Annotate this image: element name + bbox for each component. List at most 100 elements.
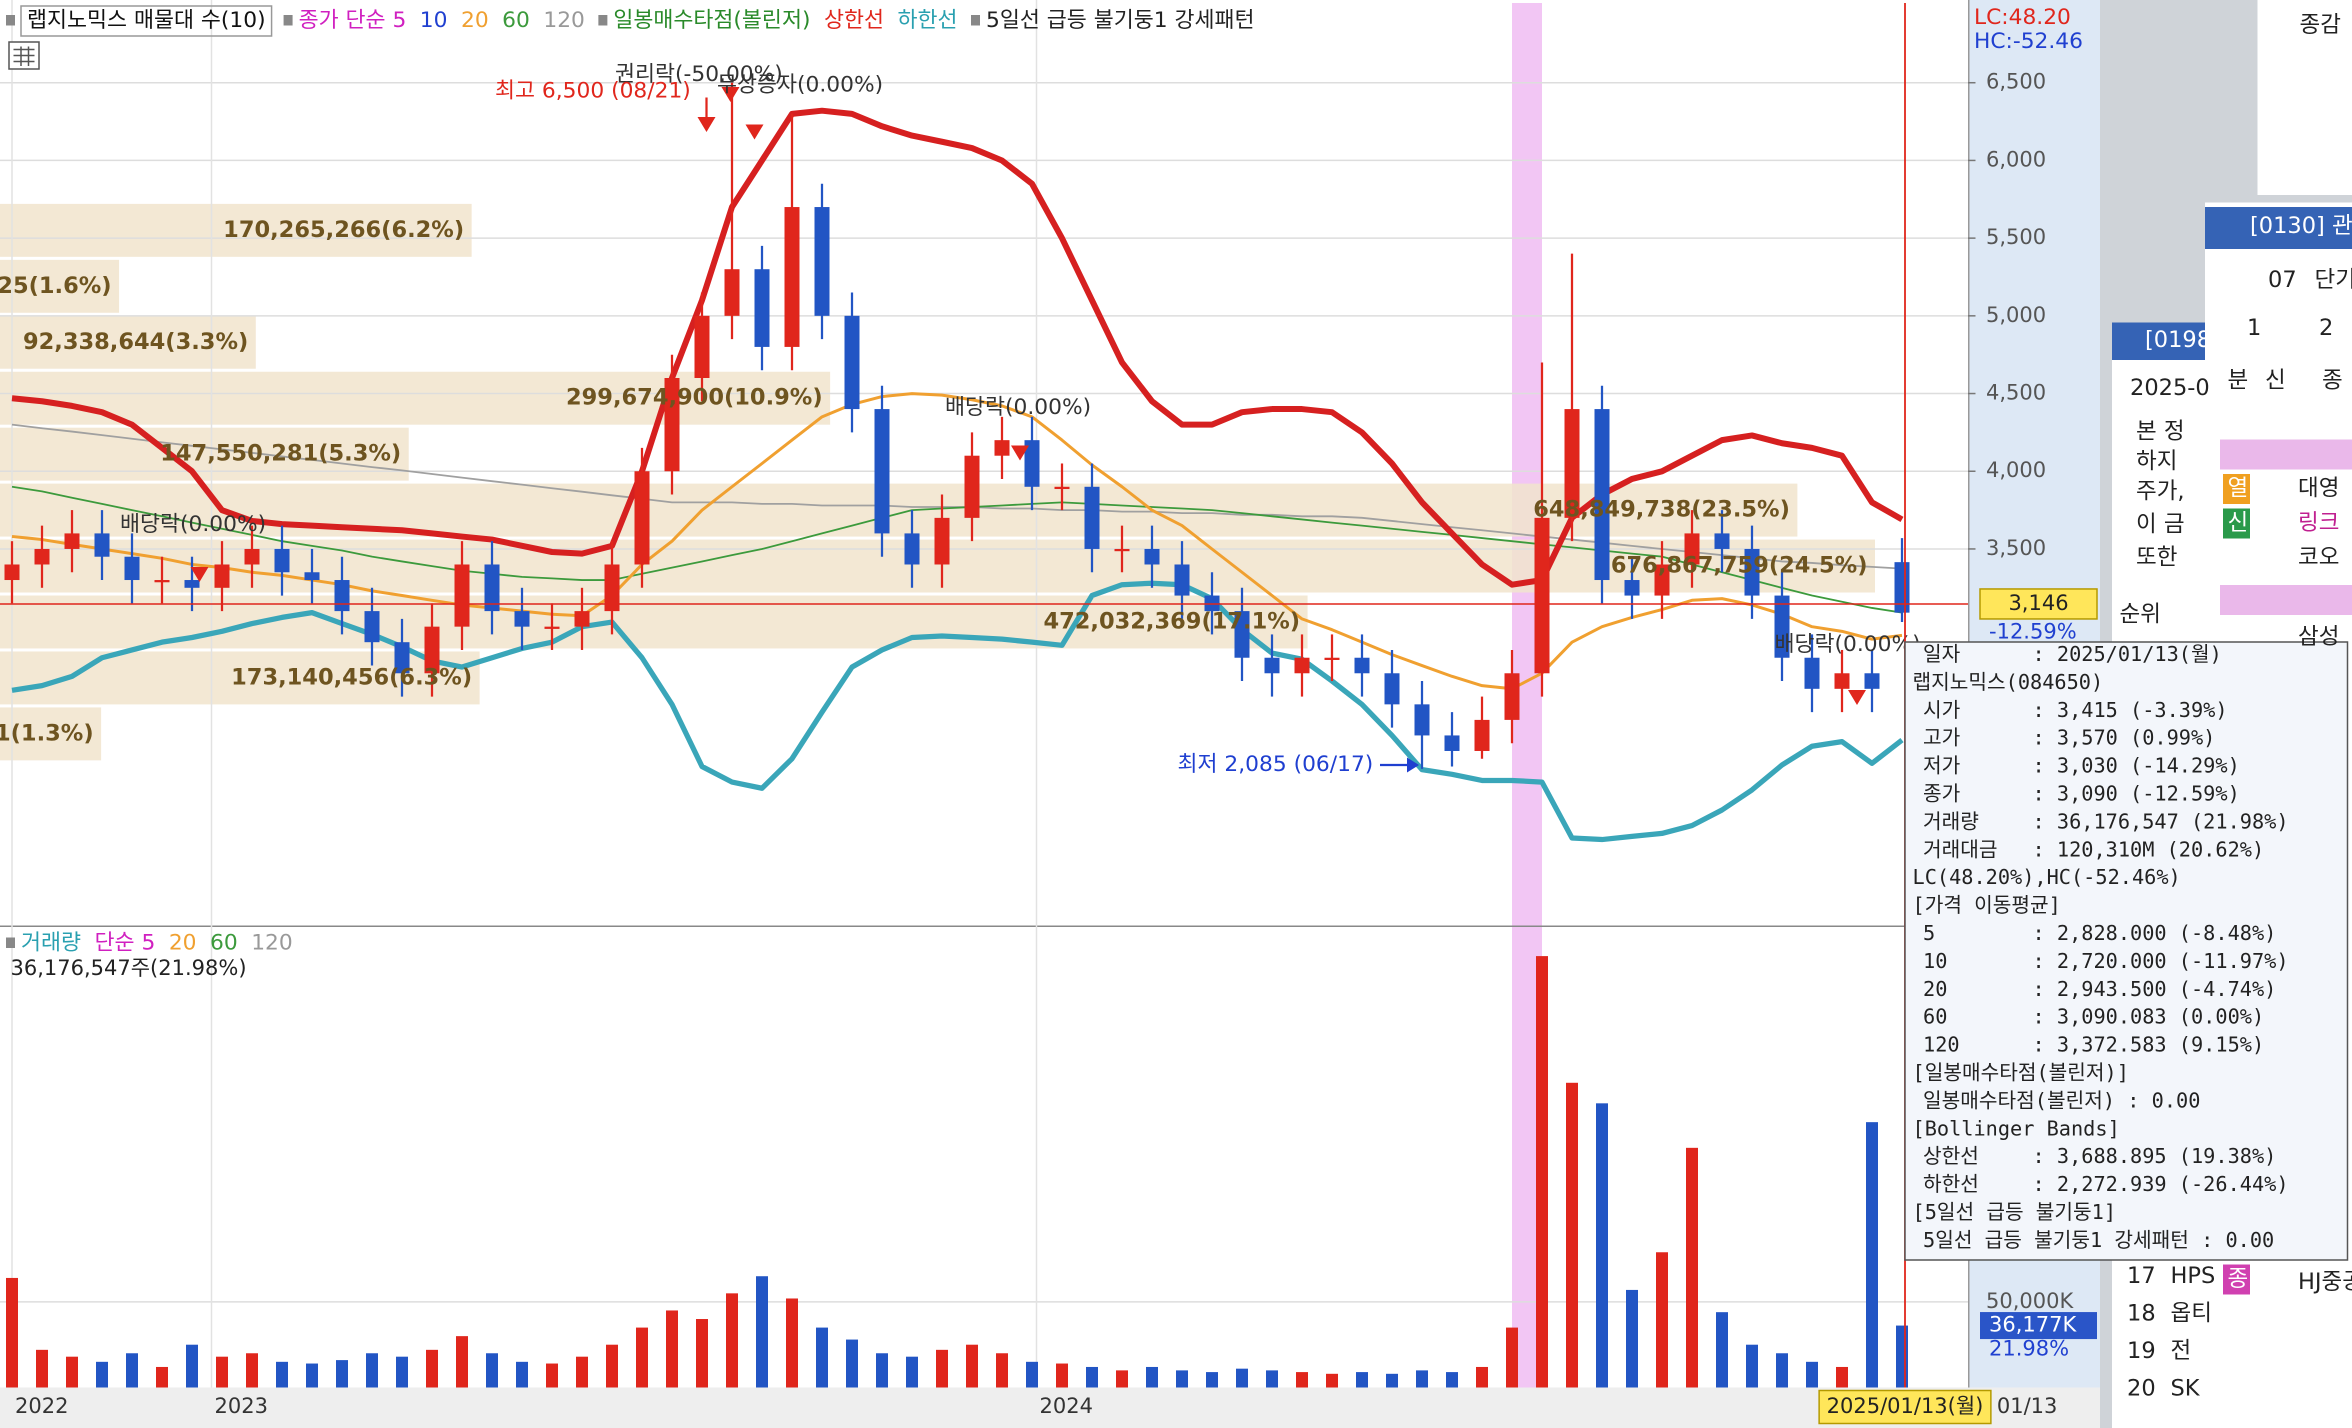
candle-body bbox=[694, 315, 710, 378]
candle-body bbox=[814, 207, 830, 316]
x-tick-label: 2023 bbox=[215, 1394, 268, 1418]
side-panel-text: HJ중공 bbox=[2298, 1269, 2352, 1295]
volume-bar bbox=[6, 1277, 18, 1388]
tooltip-text: 일봉매수타점(볼린저) : 0.00 bbox=[1923, 1088, 2200, 1112]
side-panel-text: [0130] 관 bbox=[2250, 213, 2352, 239]
profile-label: 472,032,369(17.1%) bbox=[1043, 608, 1300, 634]
table-icon bbox=[13, 46, 35, 66]
volume-crosshair-pct: 21.98% bbox=[1989, 1337, 2069, 1361]
candle-body bbox=[364, 611, 380, 643]
side-panel-text: 대영 bbox=[2298, 476, 2339, 502]
side-panel-text: 2025-0 bbox=[2130, 375, 2210, 401]
candle-body bbox=[1474, 719, 1490, 751]
tooltip-text: 60 bbox=[1923, 1005, 1947, 1029]
tooltip-text: 5일선 급등 불기둥1 강세패턴 : 0.00 bbox=[1923, 1228, 2274, 1252]
volume-bar bbox=[1176, 1370, 1188, 1388]
candles bbox=[4, 82, 1910, 769]
chart-title: 랩지노믹스 매물대 수(10) bbox=[27, 8, 266, 33]
profile-bar bbox=[0, 259, 120, 313]
volume-bar bbox=[1146, 1366, 1158, 1388]
legend-label: 상한선 bbox=[824, 8, 884, 33]
candle-body bbox=[994, 440, 1010, 456]
candle-body bbox=[184, 580, 200, 588]
side-panel-text: 1 bbox=[2247, 315, 2261, 341]
candle-body bbox=[784, 207, 800, 347]
y-tick-label: 5,000 bbox=[1986, 303, 2046, 327]
candle-body bbox=[394, 642, 410, 674]
tooltip-text: 하한선 bbox=[1923, 1172, 1979, 1196]
candle-body bbox=[64, 533, 80, 549]
volume-crosshair-label: 36,177K bbox=[1989, 1313, 2077, 1337]
volume-bar bbox=[186, 1344, 198, 1388]
indicator-line bbox=[11, 107, 1904, 588]
candle-body bbox=[1354, 657, 1370, 674]
volume-bar bbox=[786, 1298, 798, 1388]
profile-bar bbox=[0, 315, 256, 369]
side-panel-text: 분 bbox=[2228, 368, 2249, 394]
title-box bbox=[20, 5, 273, 37]
candle-body bbox=[274, 548, 290, 573]
side-panel-text: 옵티 bbox=[2171, 1301, 2212, 1327]
volume-bar bbox=[696, 1319, 708, 1388]
side-row-highlight bbox=[2220, 439, 2352, 470]
candle-body bbox=[544, 626, 560, 629]
side-panel-text: 본 정 bbox=[2136, 419, 2185, 445]
side-badge bbox=[2223, 1264, 2250, 1295]
profile-bar bbox=[0, 483, 1798, 537]
candle-body bbox=[1144, 548, 1160, 565]
tooltip-text: 120 bbox=[1923, 1033, 1960, 1057]
y-tick-label: 3,500 bbox=[1986, 536, 2046, 560]
legend-label: 일봉매수타점(볼린저) bbox=[613, 8, 810, 33]
volume-bar bbox=[1026, 1361, 1038, 1388]
side-panel-text: [0198 bbox=[2145, 327, 2211, 353]
tooltip-text: [Bollinger Bands] bbox=[1913, 1116, 2120, 1140]
profile-label: 676,867,759(24.5%) bbox=[1611, 553, 1868, 579]
candle-body bbox=[1864, 673, 1880, 689]
annotation: 최고 6,500 (08/21) bbox=[495, 79, 691, 104]
volume-bar bbox=[936, 1349, 948, 1388]
volume-bar bbox=[1326, 1373, 1338, 1388]
candle-body bbox=[1894, 562, 1910, 613]
indicator-line bbox=[11, 580, 1904, 843]
candle-body bbox=[1534, 517, 1550, 674]
tooltip-text: 5 bbox=[1923, 921, 1935, 945]
side-panel-text: 07 bbox=[2268, 267, 2297, 293]
volume-bar bbox=[126, 1353, 138, 1388]
volume-bar bbox=[726, 1293, 738, 1388]
side-panel-text: 열 bbox=[2228, 476, 2249, 502]
candle-body bbox=[1084, 486, 1100, 549]
candle-body bbox=[1504, 673, 1520, 720]
candle-body bbox=[904, 533, 920, 565]
candle-body bbox=[1684, 533, 1700, 565]
tooltip-text: [일봉매수타점(볼린저)] bbox=[1913, 1061, 2129, 1085]
volume-bar bbox=[1896, 1325, 1908, 1388]
legend-marker bbox=[598, 15, 608, 26]
candle-body bbox=[844, 315, 860, 410]
tooltip-text: LC(48.20%),HC(-52.46%) bbox=[1913, 865, 2181, 889]
side-panel-text: 하지 bbox=[2136, 449, 2177, 475]
profile-label: 147,550,281(5.3%) bbox=[160, 441, 401, 467]
tooltip-text: 20 bbox=[1923, 977, 1947, 1001]
volume-bar bbox=[1116, 1370, 1128, 1388]
volume-bar bbox=[216, 1356, 228, 1388]
side-row-highlight bbox=[2220, 585, 2352, 615]
side-panel-text: 종 bbox=[2228, 1266, 2249, 1292]
annotation: 최저 2,085 (06/17) bbox=[1178, 752, 1374, 777]
volume-bar bbox=[1086, 1366, 1098, 1388]
volume-bar bbox=[546, 1363, 558, 1388]
volume-bar bbox=[1626, 1289, 1638, 1388]
candle-body bbox=[214, 564, 230, 588]
tooltip-text: : 36,176,547 (21.98%) bbox=[2033, 809, 2289, 833]
volume-bar bbox=[906, 1356, 918, 1388]
volume-bar bbox=[366, 1353, 378, 1388]
candle-body bbox=[1594, 409, 1610, 581]
candle-body bbox=[1624, 580, 1640, 596]
profile-bar bbox=[0, 707, 102, 761]
candle-body bbox=[1294, 657, 1310, 674]
tooltip-text: [5일선 급등 불기둥1] bbox=[1913, 1200, 2117, 1224]
volume-bar bbox=[966, 1344, 978, 1388]
volume-bar bbox=[636, 1327, 648, 1388]
volume-bar bbox=[1446, 1372, 1458, 1388]
side-header bbox=[2112, 322, 2205, 360]
tooltip-text: : 3,570 (0.99%) bbox=[2033, 726, 2216, 750]
